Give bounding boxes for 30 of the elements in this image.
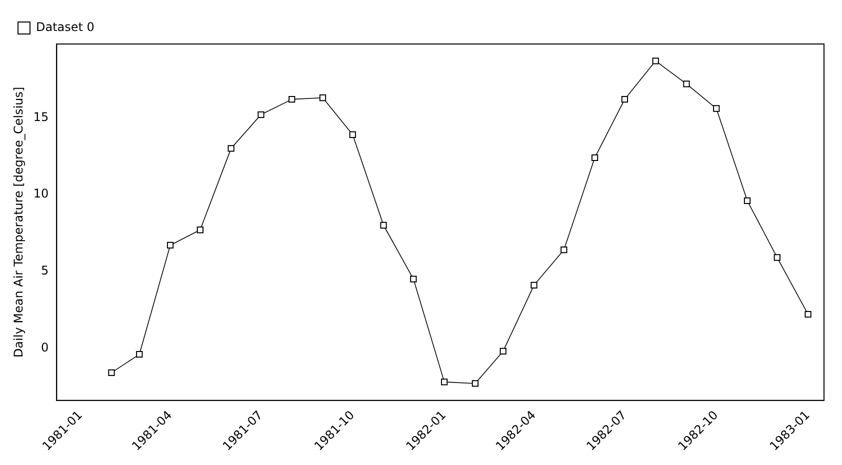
y-tick-label: 15 xyxy=(33,110,49,124)
point xyxy=(440,378,448,386)
y-axis-title: Daily Mean Air Temperature [degree_Celsius] xyxy=(11,86,26,358)
point xyxy=(196,226,204,234)
point xyxy=(228,145,234,152)
point xyxy=(136,350,143,358)
point xyxy=(683,80,690,88)
point xyxy=(774,254,780,261)
point xyxy=(621,96,628,103)
point xyxy=(591,154,598,161)
point xyxy=(500,348,506,355)
point xyxy=(166,242,174,249)
point xyxy=(349,131,356,138)
point xyxy=(380,222,387,229)
point xyxy=(288,96,296,103)
point xyxy=(319,94,326,102)
point xyxy=(804,311,812,318)
legend-label: Dataset 0 xyxy=(36,20,94,34)
point xyxy=(258,111,264,118)
point xyxy=(713,105,720,112)
y-tick-label: 5 xyxy=(41,263,49,278)
y-tick-label: 10 xyxy=(33,186,49,201)
y-tick-label: 0 xyxy=(41,340,49,354)
point xyxy=(108,369,115,376)
point xyxy=(410,276,417,282)
point xyxy=(652,58,659,64)
point xyxy=(744,197,751,204)
point xyxy=(472,380,479,387)
point xyxy=(560,246,568,254)
point xyxy=(530,282,538,288)
